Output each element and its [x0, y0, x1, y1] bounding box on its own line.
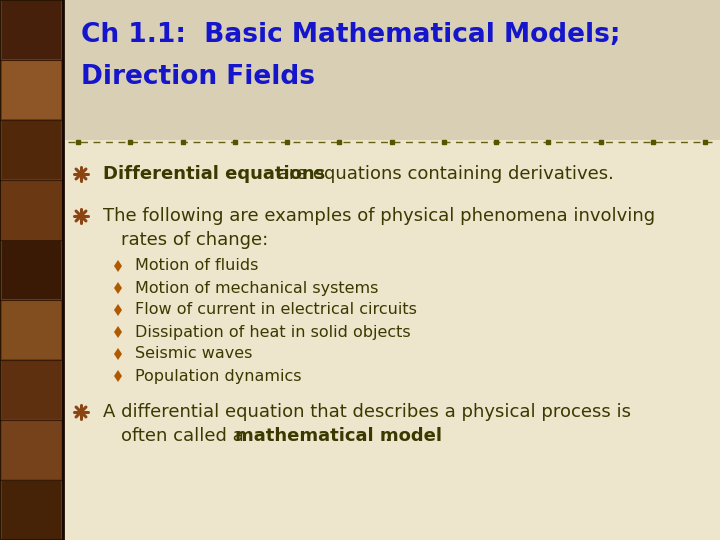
Text: Ch 1.1:  Basic Mathematical Models;: Ch 1.1: Basic Mathematical Models;: [81, 22, 621, 48]
Bar: [2, 301, 61, 359]
Text: Motion of fluids: Motion of fluids: [135, 259, 258, 273]
Text: .: .: [384, 427, 390, 445]
Text: Dissipation of heat in solid objects: Dissipation of heat in solid objects: [135, 325, 410, 340]
Bar: [2, 181, 61, 239]
Text: rates of change:: rates of change:: [121, 231, 269, 249]
Bar: [2, 1, 61, 59]
Text: Seismic waves: Seismic waves: [135, 347, 253, 361]
Text: Motion of mechanical systems: Motion of mechanical systems: [135, 280, 379, 295]
Text: mathematical model: mathematical model: [235, 427, 442, 445]
Bar: [0, 0, 63, 540]
Text: A differential equation that describes a physical process is: A differential equation that describes a…: [103, 403, 631, 421]
Text: are equations containing derivatives.: are equations containing derivatives.: [271, 165, 613, 183]
Bar: [63, 0, 720, 140]
Text: often called a: often called a: [121, 427, 250, 445]
Bar: [2, 121, 61, 179]
Text: Differential equations: Differential equations: [103, 165, 325, 183]
Text: Direction Fields: Direction Fields: [81, 64, 315, 90]
Bar: [2, 481, 61, 539]
Text: Flow of current in electrical circuits: Flow of current in electrical circuits: [135, 302, 417, 318]
Text: Population dynamics: Population dynamics: [135, 368, 302, 383]
Bar: [2, 241, 61, 299]
Bar: [2, 361, 61, 419]
Bar: [2, 61, 61, 119]
Bar: [2, 421, 61, 479]
Text: The following are examples of physical phenomena involving: The following are examples of physical p…: [103, 207, 655, 225]
